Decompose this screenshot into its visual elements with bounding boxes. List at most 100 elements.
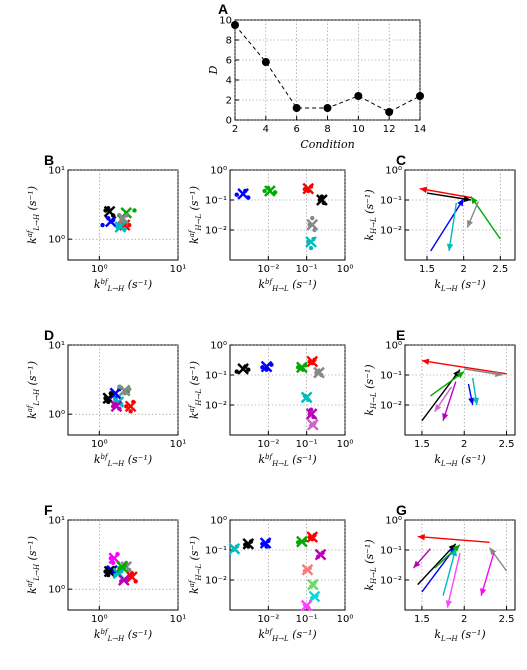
y-axis-label: kaf​H→L​ (s⁻¹) (188, 536, 203, 594)
y-tick-label: 10 (219, 16, 232, 27)
mean-marker (314, 548, 327, 561)
y-axis-label: kH→L​ (s⁻¹) (363, 364, 378, 415)
y-tick-label: 10⁻¹ (205, 196, 227, 207)
arrow-head (413, 560, 421, 569)
y-tick-label: 10⁰ (210, 341, 227, 352)
mean-marker (237, 363, 249, 375)
x-tick-label: 10⁰ (91, 264, 108, 275)
x-tick-label: 10⁻² (257, 614, 279, 625)
mean-marker (120, 207, 133, 219)
x-tick-label: 2 (460, 264, 466, 275)
data-point (132, 208, 137, 213)
data-point (310, 215, 315, 221)
mean-marker (104, 215, 117, 228)
mean-marker (305, 408, 318, 420)
data-point (354, 92, 363, 100)
y-tick-label: 6 (226, 56, 232, 67)
mean-marker (114, 221, 127, 233)
x-axis-label: kL→H​ (s⁻¹) (434, 628, 485, 643)
y-tick-label: 10¹ (48, 166, 65, 177)
mean-marker (108, 552, 121, 565)
x-tick-label: 8 (324, 124, 330, 135)
mean-marker (117, 212, 129, 225)
x-tick-label: 10⁻² (257, 439, 279, 450)
y-tick-label: 10⁻¹ (380, 546, 402, 557)
y-tick-label: 10⁻² (205, 226, 227, 237)
y-axis-label: kaf​L→H​ (s⁻¹) (26, 536, 41, 594)
data-point (231, 21, 239, 29)
plot-frame (229, 169, 346, 261)
mean-marker (302, 182, 315, 195)
x-tick-label: 1.5 (414, 614, 430, 625)
mean-marker (242, 538, 255, 550)
transition-arrow (480, 552, 495, 596)
transition-arrow (430, 198, 465, 252)
y-tick-label: 10⁻² (380, 226, 402, 237)
y-axis-label: D (207, 65, 220, 75)
x-tick-label: 10⁻² (257, 264, 279, 275)
arrow-head (457, 198, 464, 207)
mean-marker (306, 218, 319, 231)
mean-marker (103, 565, 116, 578)
x-tick-label: 10⁰ (91, 439, 108, 450)
mean-marker (306, 531, 319, 543)
mean-marker (126, 571, 138, 583)
panel-label-b: B (44, 152, 54, 168)
data-point (308, 245, 314, 251)
panel-e: 1.5 2 2.5 10⁻² 10⁻¹ 10⁰ kL→H​ (s⁻¹) kH→L​ (s⁻¹)… (363, 327, 516, 468)
x-axis-label: Condition (300, 138, 354, 151)
mean-marker (110, 400, 123, 413)
plot-frame (67, 519, 179, 611)
x-tick-label: 2 (232, 124, 238, 135)
arrow-head (480, 588, 487, 596)
x-tick-label: 1.5 (419, 264, 435, 275)
x-tick-label: 10⁰ (337, 439, 354, 450)
mean-marker (313, 366, 325, 379)
plot-frame (404, 169, 516, 261)
panel-b2: 10⁻² 10⁻¹ 10⁰ 10⁻² 10⁻¹ 10⁰ kbf​H→L​ (s⁻¹) kaf​… (188, 166, 353, 294)
mean-marker (306, 355, 319, 368)
transition-arrow (448, 202, 458, 252)
arrow-head (471, 196, 478, 205)
mean-marker (296, 535, 308, 548)
data-point (262, 188, 267, 194)
panel-label-a: A (218, 1, 228, 17)
x-tick-label: 12 (383, 124, 396, 135)
data-point (416, 92, 424, 100)
x-tick-label: 2 (461, 439, 467, 450)
mean-marker (316, 194, 328, 206)
mean-marker (116, 561, 128, 573)
x-axis-label: kbf​L→H​ (s⁻¹) (94, 628, 152, 643)
transition-arrow (470, 196, 501, 240)
data-point (127, 222, 132, 228)
y-axis-label: kaf​L→H​ (s⁻¹) (26, 186, 41, 244)
x-tick-label: 2.5 (499, 614, 515, 625)
mean-marker (307, 418, 319, 431)
y-axis-label: kaf​H→L​ (s⁻¹) (188, 186, 203, 244)
mean-marker (296, 361, 308, 374)
mean-marker (259, 537, 272, 549)
mean-marker (300, 599, 313, 612)
x-tick-label: 10 (352, 124, 365, 135)
x-tick-label: 10¹ (170, 439, 187, 450)
transition-arrow (417, 535, 490, 544)
arrow-head (448, 543, 456, 552)
x-tick-label: 14 (414, 124, 427, 135)
y-tick-label: 10⁻¹ (205, 371, 227, 382)
panel-label-g: G (396, 502, 407, 518)
x-axis-label: kbf​H→L​ (s⁻¹) (258, 453, 316, 468)
mean-marker (117, 574, 130, 587)
mean-marker (112, 567, 125, 580)
data-point (385, 108, 394, 116)
y-tick-label: 10⁻¹ (205, 546, 227, 557)
mean-marker (307, 578, 319, 591)
panel-g: 1.5 2 2.5 10⁻² 10⁻¹ 10⁰ kL→H​ (s⁻¹) kH→L​ (s⁻¹)… (363, 502, 516, 643)
y-tick-label: 10¹ (48, 516, 65, 527)
data-point (292, 104, 301, 112)
panel-d2: 10⁻² 10⁻¹ 10⁰ 10⁻² 10⁻¹ 10⁰ kbf​H→L​ (s⁻¹) kaf​… (188, 341, 353, 469)
x-tick-label: 2.5 (499, 439, 515, 450)
arrow-head (442, 413, 449, 421)
plot-frame (229, 519, 346, 611)
data-point (128, 409, 133, 414)
